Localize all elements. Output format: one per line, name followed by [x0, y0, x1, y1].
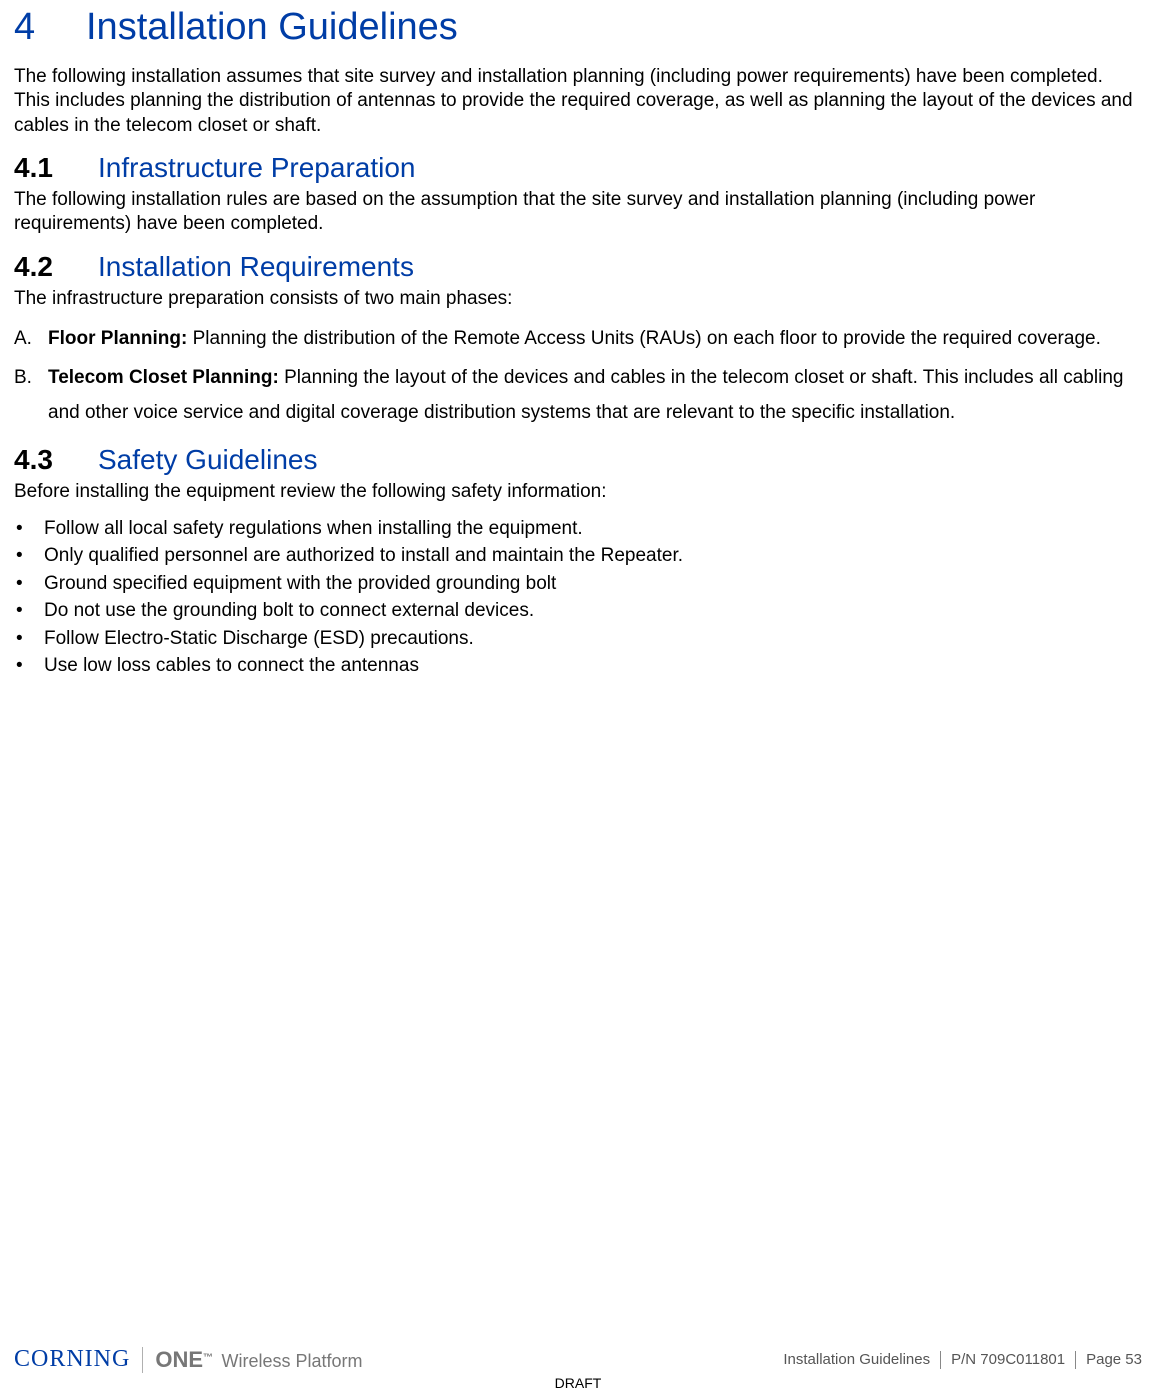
section-title: Safety Guidelines — [98, 444, 317, 475]
section-title: Infrastructure Preparation — [98, 152, 416, 183]
section-4-2-list: Floor Planning: Planning the distributio… — [14, 321, 1142, 430]
section-4-3-body: Before installing the equipment review t… — [14, 480, 1142, 504]
list-item: Only qualified personnel are authorized … — [14, 542, 1142, 570]
section-title: Installation Requirements — [98, 251, 414, 282]
footer-separator — [940, 1351, 941, 1369]
footer-separator — [1075, 1351, 1076, 1369]
logo-divider — [142, 1347, 143, 1373]
page: 4Installation Guidelines The following i… — [0, 0, 1156, 1395]
section-number: 4.1 — [14, 152, 98, 184]
section-number: 4.3 — [14, 444, 98, 476]
logo-one-group: ONE™ Wireless Platform — [155, 1347, 362, 1373]
footer-page-number: Page 53 — [1086, 1351, 1142, 1368]
chapter-title: Installation Guidelines — [86, 6, 458, 48]
section-4-2-body: The infrastructure preparation consists … — [14, 287, 1142, 311]
footer-line: CORNING ONE™ Wireless Platform Installat… — [14, 1346, 1142, 1373]
list-item-text: Planning the distribution of the Remote … — [187, 328, 1101, 349]
section-heading-4-1: 4.1Infrastructure Preparation — [14, 152, 1142, 184]
list-item-bold: Floor Planning: — [48, 328, 187, 349]
footer-logo: CORNING ONE™ Wireless Platform — [14, 1346, 363, 1373]
page-footer: CORNING ONE™ Wireless Platform Installat… — [14, 1346, 1142, 1395]
list-item: Use low loss cables to connect the anten… — [14, 652, 1142, 680]
section-heading-4-2: 4.2Installation Requirements — [14, 251, 1142, 283]
section-number: 4.2 — [14, 251, 98, 283]
section-4-1-body: The following installation rules are bas… — [14, 188, 1142, 237]
list-item: Follow Electro-Static Discharge (ESD) pr… — [14, 625, 1142, 653]
list-item: Ground specified equipment with the prov… — [14, 570, 1142, 598]
logo-tm: ™ — [203, 1352, 213, 1363]
page-content: 4Installation Guidelines The following i… — [14, 0, 1142, 1346]
logo-one: ONE — [155, 1347, 203, 1372]
list-item: Follow all local safety regulations when… — [14, 515, 1142, 543]
chapter-heading: 4Installation Guidelines — [14, 6, 1142, 49]
list-item-bold: Telecom Closet Planning: — [48, 367, 279, 388]
list-item: Floor Planning: Planning the distributio… — [14, 321, 1142, 356]
chapter-number: 4 — [14, 6, 86, 49]
section-heading-4-3: 4.3Safety Guidelines — [14, 444, 1142, 476]
list-item: Do not use the grounding bolt to connect… — [14, 597, 1142, 625]
footer-meta: Installation Guidelines P/N 709C011801 P… — [783, 1351, 1142, 1369]
chapter-intro: The following installation assumes that … — [14, 65, 1142, 138]
list-item: Telecom Closet Planning: Planning the la… — [14, 360, 1142, 430]
section-4-3-list: Follow all local safety regulations when… — [14, 515, 1142, 680]
logo-sub: Wireless Platform — [221, 1351, 362, 1371]
footer-doc-title: Installation Guidelines — [783, 1351, 930, 1368]
footer-draft: DRAFT — [14, 1375, 1142, 1391]
footer-part-number: P/N 709C011801 — [951, 1351, 1065, 1368]
logo-corning: CORNING — [14, 1346, 130, 1373]
